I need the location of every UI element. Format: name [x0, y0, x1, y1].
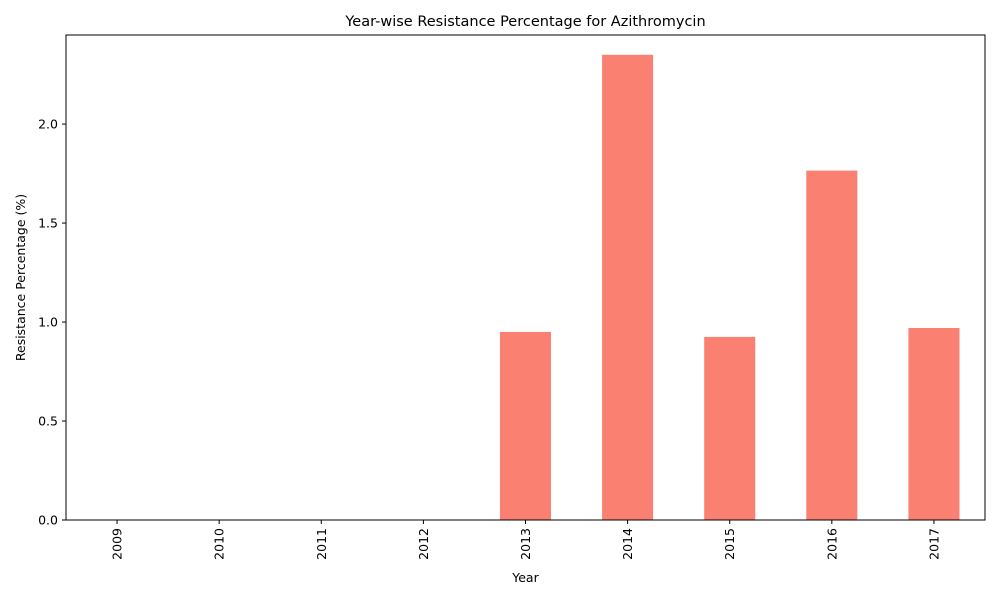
y-tick-label-0.0: 0.0: [38, 513, 58, 528]
bar-2016: [806, 170, 858, 520]
x-tick-label-2010: 2010: [212, 528, 227, 560]
x-axis: 2009 2010 2011 2012 2013 2014 2015 2016 2017: [110, 520, 941, 560]
y-tick-label-1.5: 1.5: [38, 216, 58, 231]
x-tick-label-2013: 2013: [518, 528, 533, 560]
x-tick-label-2012: 2012: [416, 528, 431, 560]
y-tick-label-0.5: 0.5: [38, 414, 58, 429]
x-tick-label-2011: 2011: [314, 528, 329, 560]
x-tick-label-2015: 2015: [722, 528, 737, 560]
x-tick-label-2014: 2014: [620, 528, 635, 560]
bar-2017: [908, 327, 960, 520]
bar-2014: [602, 54, 654, 520]
y-axis-label: Resistance Percentage (%): [13, 194, 28, 361]
y-tick-label-1.0: 1.0: [38, 315, 58, 330]
y-axis: 0.0 0.5 1.0 1.5 2.0: [38, 117, 66, 528]
chart-title: Year-wise Resistance Percentage for Azit…: [344, 14, 705, 30]
x-tick-label-2009: 2009: [110, 528, 125, 560]
bar-2013: [499, 331, 552, 520]
y-tick-label-2.0: 2.0: [38, 117, 58, 132]
x-tick-label-2016: 2016: [824, 528, 839, 560]
x-axis-label: Year: [511, 570, 539, 585]
x-tick-label-2017: 2017: [926, 528, 941, 560]
bars-layer: [499, 54, 960, 520]
plot-frame: [65, 34, 986, 521]
bar-2015: [704, 336, 756, 520]
